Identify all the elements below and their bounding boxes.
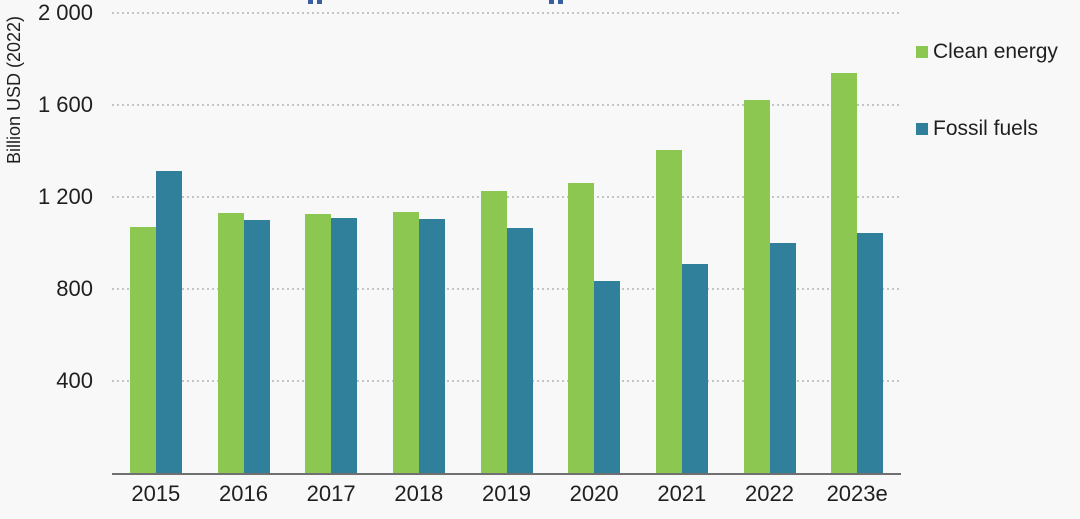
x-tick-label-2017: 2017 [306,481,356,506]
bar-fossil-fuels-2018 [418,218,445,473]
y-tick-label: 800 [56,276,93,301]
bar-clean-energy-2015 [129,226,156,473]
bar-clean-energy-2019 [480,191,507,473]
x-tick-label-2016: 2016 [219,481,268,506]
bar-fossil-fuels-2016 [243,220,270,473]
legend-item-clean-energy: Clean energy [916,40,1058,64]
x-axis-line [112,473,901,475]
x-tick-label-2020: 2020 [569,481,619,506]
bar-clean-energy-2020 [568,183,595,473]
bar-fossil-fuels-2017 [331,217,358,473]
bar-fossil-fuels-2019 [506,228,533,473]
x-tick-label-2022: 2022 [745,481,794,506]
bar-fossil-fuels-2023e [857,232,884,473]
y-tick-label: 1 200 [37,184,93,209]
gridline-2000 [112,12,901,14]
cropped-text-fragment [308,0,322,4]
y-tick-label: 2 000 [37,0,93,25]
x-tick-label-2018: 2018 [394,481,444,506]
y-axis-title: Billion USD (2022) [4,15,24,165]
x-tick-label-2015: 2015 [131,481,181,506]
bar-fossil-fuels-2021 [681,263,708,473]
x-tick-label-2019: 2019 [482,481,531,506]
bar-clean-energy-2022 [743,100,770,473]
bar-clean-energy-2017 [305,214,332,473]
x-tick-label-2023e: 2023e [826,481,888,506]
legend-label-fossil-fuels: Fossil fuels [933,117,1039,140]
bar-clean-energy-2023e [831,72,858,473]
bar-fossil-fuels-2022 [769,243,796,473]
bar-fossil-fuels-2020 [594,280,621,473]
y-tick-label: 1 600 [37,92,93,117]
bar-clean-energy-2016 [217,213,244,473]
legend-swatch-fossil-fuels [916,123,928,135]
legend-swatch-clean-energy [916,46,928,58]
gridline-1600 [112,104,901,106]
gridline-1200 [112,196,901,198]
y-tick-label: 400 [56,368,93,393]
cropped-text-fragment [549,0,563,4]
legend-item-fossil-fuels: Fossil fuels [916,117,1038,141]
legend-label-clean-energy: Clean energy [933,40,1058,63]
bar-fossil-fuels-2015 [155,170,182,473]
bar-clean-energy-2018 [392,211,419,473]
x-tick-label-2021: 2021 [657,481,707,506]
bar-clean-energy-2021 [655,149,682,473]
